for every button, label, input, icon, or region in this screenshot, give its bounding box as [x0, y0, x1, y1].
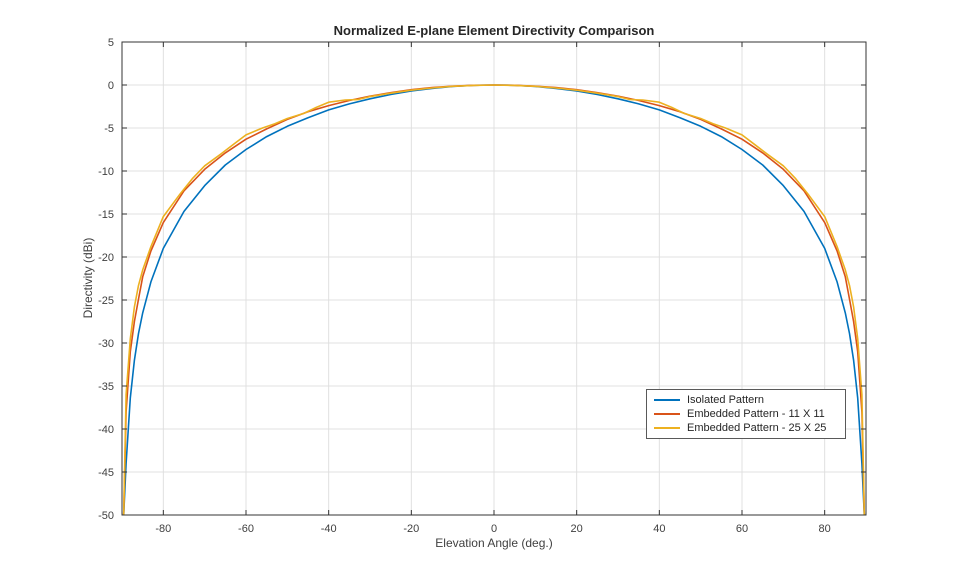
x-tick-label: 80: [819, 523, 831, 535]
legend-line-sample: [654, 427, 680, 429]
y-tick-label: -10: [98, 166, 114, 178]
x-tick-label: 20: [571, 523, 583, 535]
legend-item: Embedded Pattern - 11 X 11: [647, 407, 845, 421]
y-tick-label: -35: [98, 381, 114, 393]
y-axis-label: Directivity (dBi): [81, 237, 95, 319]
x-tick-label: 60: [736, 523, 748, 535]
y-tick-label: -15: [98, 209, 114, 221]
y-tick-label: -25: [98, 295, 114, 307]
legend-item: Embedded Pattern - 25 X 25: [647, 421, 845, 435]
chart-title: Normalized E-plane Element Directivity C…: [333, 23, 655, 38]
x-tick-label: -40: [321, 523, 337, 535]
legend-item-label: Isolated Pattern: [687, 394, 765, 406]
y-tick-label: -5: [104, 123, 114, 135]
y-tick-label: -45: [98, 467, 114, 479]
legend-item-label: Embedded Pattern - 25 X 25: [687, 422, 827, 434]
x-tick-label: -80: [155, 523, 171, 535]
legend-item: Isolated Pattern: [647, 393, 845, 407]
y-tick-label: -20: [98, 252, 114, 264]
y-tick-label: -40: [98, 424, 114, 436]
legend-line-sample: [654, 413, 680, 415]
x-axis-label: Elevation Angle (deg.): [435, 536, 553, 550]
y-tick-label: -50: [98, 510, 114, 522]
y-tick-label: 5: [108, 37, 114, 49]
x-tick-label: -60: [238, 523, 254, 535]
y-tick-label: -30: [98, 338, 114, 350]
legend-line-sample: [654, 399, 680, 401]
legend: Isolated Pattern Embedded Pattern - 11 X …: [646, 389, 846, 439]
legend-item-label: Embedded Pattern - 11 X 11: [687, 408, 825, 420]
x-tick-label: 40: [653, 523, 665, 535]
x-tick-label: 0: [491, 523, 497, 535]
x-tick-label: -20: [403, 523, 419, 535]
series-line-2: [122, 84, 866, 516]
tick-marks: [122, 41, 866, 516]
y-tick-label: 0: [108, 80, 114, 92]
